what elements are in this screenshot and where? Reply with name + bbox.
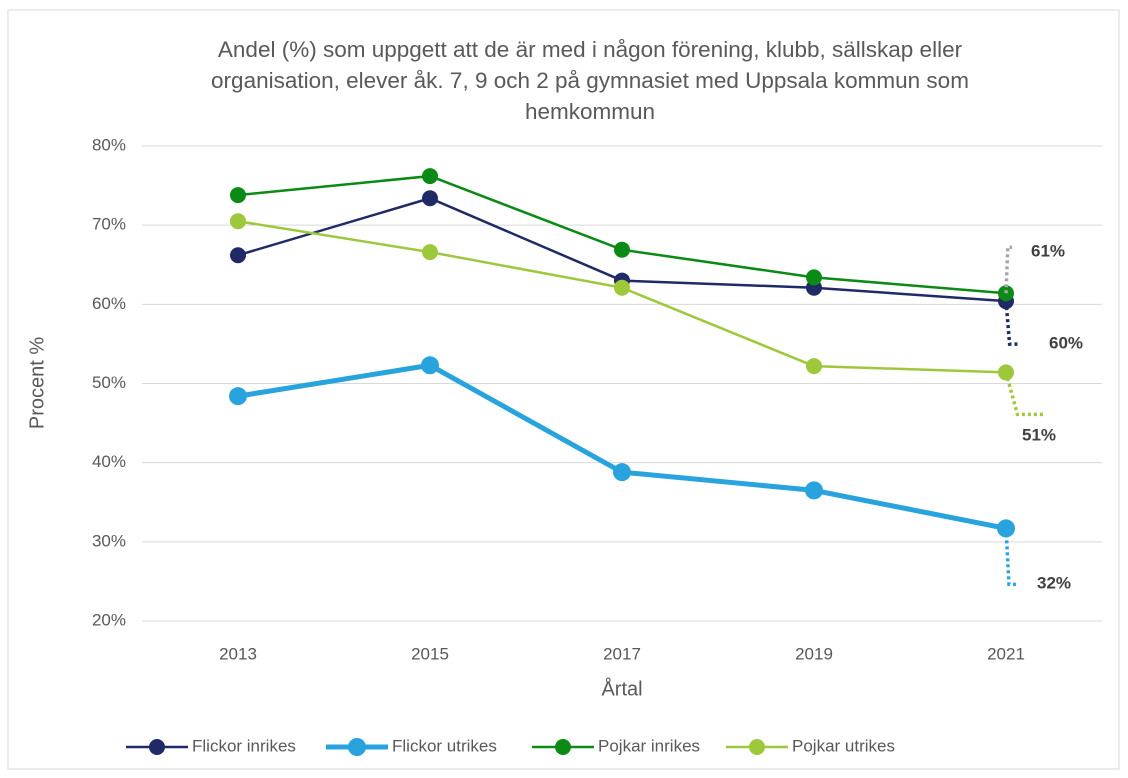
marker	[421, 356, 439, 375]
legend-marker	[348, 738, 366, 756]
marker	[422, 244, 438, 261]
marker	[613, 463, 631, 482]
y-tick-label: 20%	[92, 610, 126, 629]
marker	[806, 358, 822, 375]
data-label: 32%	[1037, 573, 1071, 592]
legend-label: Pojkar inrikes	[598, 736, 700, 755]
marker	[230, 247, 246, 264]
marker	[806, 269, 822, 286]
marker	[230, 213, 246, 230]
marker	[805, 481, 823, 500]
legend-label: Flickor inrikes	[192, 736, 296, 755]
legend-marker	[749, 739, 765, 755]
x-tick-label: 2013	[219, 644, 257, 663]
legend-marker	[149, 739, 165, 755]
y-tick-label: 70%	[92, 215, 126, 234]
leader-line	[1004, 371, 1044, 417]
x-tick-label: 2019	[795, 644, 833, 663]
data-label: 61%	[1031, 241, 1065, 260]
x-tick-label: 2017	[603, 644, 641, 663]
x-tick-label: 2015	[411, 644, 449, 663]
leader-line	[1004, 301, 1018, 346]
data-label: 51%	[1022, 425, 1056, 444]
chart-title: Andel (%) som uppgett att de är med i nå…	[211, 37, 969, 124]
frame	[7, 9, 1120, 770]
x-axis-title: Årtal	[601, 677, 642, 700]
y-tick-label: 30%	[92, 531, 126, 550]
legend-marker	[555, 739, 571, 755]
leader-line	[1004, 245, 1012, 294]
marker	[614, 241, 630, 258]
marker	[422, 168, 438, 185]
y-tick-label: 40%	[92, 452, 126, 471]
legend-label: Flickor utrikes	[392, 736, 497, 755]
marker	[422, 190, 438, 207]
marker	[230, 187, 246, 204]
y-axis-title: Procent %	[26, 337, 48, 429]
legend-label: Pojkar utrikes	[792, 736, 895, 755]
y-tick-label: 60%	[92, 294, 126, 313]
marker	[229, 387, 247, 406]
y-tick-label: 50%	[92, 373, 126, 392]
leader-line	[1004, 528, 1016, 587]
x-tick-label: 2021	[987, 644, 1025, 663]
series-line	[237, 362, 1007, 531]
data-label: 60%	[1049, 333, 1083, 352]
marker	[614, 279, 630, 296]
y-tick-label: 80%	[92, 135, 126, 154]
